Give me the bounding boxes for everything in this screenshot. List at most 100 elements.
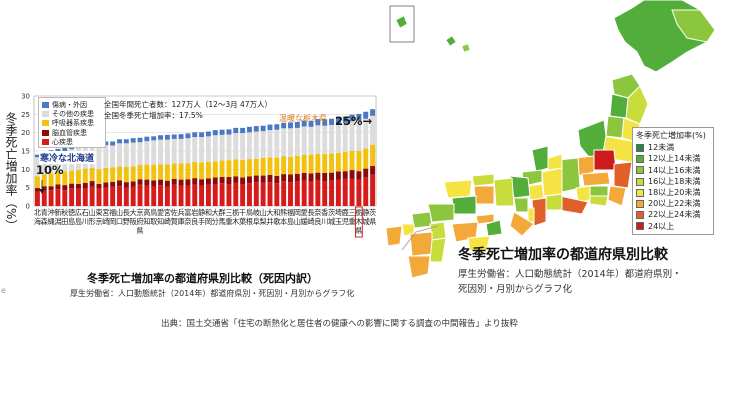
legend-label: 12未満 bbox=[648, 143, 675, 153]
y-tick-label: 25 bbox=[21, 111, 30, 119]
x-tick-label: 宮 bbox=[164, 208, 171, 217]
x-tick-label: 山 bbox=[260, 208, 267, 217]
bar-segment bbox=[301, 120, 307, 127]
bar-segment bbox=[363, 111, 369, 119]
bar-segment bbox=[363, 118, 369, 149]
bar-segment bbox=[246, 159, 252, 177]
info-national-rate: 全国冬季死亡増加率：17.5% bbox=[104, 111, 203, 120]
x-tick-label: 媛 bbox=[301, 217, 308, 226]
x-tick-label: 高 bbox=[143, 208, 150, 217]
x-tick-label: 和 bbox=[273, 208, 280, 217]
bar-segment bbox=[212, 184, 218, 206]
x-tick-label: 庫 bbox=[177, 217, 184, 226]
x-tick-label: 県 bbox=[369, 217, 376, 226]
annotation-25pct: 25%→ bbox=[335, 114, 373, 128]
map-legend-item: 12以上14未満 bbox=[636, 154, 710, 165]
bar-segment bbox=[185, 185, 191, 206]
legend-swatch bbox=[636, 155, 644, 164]
x-tick-label: 木 bbox=[355, 217, 362, 226]
bar-segment bbox=[363, 168, 369, 178]
bar-segment bbox=[212, 135, 218, 162]
bar-segment bbox=[199, 137, 205, 163]
x-tick-label: 知 bbox=[157, 217, 164, 226]
bar-segment bbox=[158, 139, 164, 165]
bar-segment bbox=[301, 180, 307, 206]
bar-segment bbox=[363, 148, 369, 169]
map-region-yamanashi bbox=[575, 185, 591, 203]
map-island bbox=[395, 15, 408, 29]
annotation-25pct-text: 25% bbox=[335, 114, 363, 128]
bar-segment bbox=[246, 183, 252, 206]
bar-segment bbox=[294, 155, 300, 174]
x-tick-label: 縄 bbox=[47, 217, 54, 226]
map-region-yamaguchi bbox=[427, 203, 455, 223]
y-tick-label: 0 bbox=[26, 203, 30, 211]
x-tick-label: 沖 bbox=[47, 208, 54, 217]
x-tick-label: 山 bbox=[116, 208, 123, 217]
bar-segment bbox=[69, 188, 75, 206]
bar-segment bbox=[144, 141, 150, 165]
bar-segment bbox=[288, 122, 293, 129]
bar-segment bbox=[34, 154, 40, 158]
bar-segment bbox=[219, 134, 225, 161]
bar-segment bbox=[288, 182, 293, 206]
x-tick-label: 井 bbox=[266, 217, 273, 226]
x-tick-label: 大 bbox=[130, 208, 137, 217]
bar-segment bbox=[212, 130, 218, 136]
bar-segment bbox=[294, 173, 300, 182]
chart-legend: 傷病・外因 その他の疾患 呼吸器系疾患 脳血管疾患 心疾患 bbox=[38, 97, 106, 148]
bar-segment bbox=[253, 126, 259, 132]
bar-segment bbox=[281, 181, 287, 206]
bar-segment bbox=[349, 151, 355, 171]
x-tick-label: 口 bbox=[116, 217, 123, 226]
x-tick-label: 賀 bbox=[171, 217, 178, 226]
bar-segment bbox=[329, 180, 335, 206]
map-island-box bbox=[389, 5, 415, 43]
map-region-hiroshima bbox=[451, 195, 477, 215]
bar-segment bbox=[69, 170, 75, 184]
bar-segment bbox=[260, 157, 266, 176]
bar-segment bbox=[219, 160, 225, 178]
bar-segment bbox=[370, 166, 376, 175]
x-tick-label: 海 bbox=[34, 217, 41, 226]
bar-segment bbox=[288, 128, 293, 157]
bar-segment bbox=[329, 172, 335, 181]
bar-segment bbox=[240, 184, 246, 206]
bar-segment bbox=[199, 162, 205, 180]
map-region-hyogo bbox=[493, 177, 515, 207]
bar-segment bbox=[205, 131, 211, 137]
map-island-amami bbox=[445, 35, 457, 47]
bar-segment bbox=[192, 178, 198, 184]
bar-segment bbox=[253, 182, 259, 206]
map-region-nara bbox=[527, 207, 535, 223]
legend-swatch bbox=[42, 120, 49, 127]
bar-segment bbox=[205, 178, 211, 185]
map-title: 冬季死亡増加率の都道府県別比較 bbox=[458, 247, 668, 263]
bar-segment bbox=[349, 114, 355, 122]
x-tick-suffix: 県 bbox=[355, 226, 362, 235]
bar-segment bbox=[260, 182, 266, 206]
bar-segment bbox=[123, 187, 129, 206]
bar-segment bbox=[308, 154, 314, 174]
bar-segment bbox=[96, 184, 102, 189]
bar-segment bbox=[89, 167, 95, 182]
bar-segment bbox=[349, 178, 355, 206]
legend-label: 傷病・外因 bbox=[52, 100, 87, 109]
bar-segment bbox=[246, 132, 252, 160]
bar-segment bbox=[342, 178, 348, 206]
map-region-shimane bbox=[443, 179, 473, 199]
x-tick-label: 本 bbox=[280, 217, 287, 226]
legend-item-injury: 傷病・外因 bbox=[42, 100, 102, 109]
bar-segment bbox=[185, 138, 191, 164]
bar-segment bbox=[335, 117, 341, 124]
bar-segment bbox=[219, 183, 225, 206]
bar-segment bbox=[123, 139, 129, 144]
bar-segment bbox=[117, 180, 122, 187]
x-tick-label: 馬 bbox=[218, 217, 225, 226]
x-tick-label: 山 bbox=[89, 208, 96, 217]
bar-segment bbox=[301, 126, 307, 155]
bar-segment bbox=[329, 124, 335, 154]
chart-title: 冬季死亡増加率の都道府県別比較（死因内訳） bbox=[87, 272, 318, 285]
bar-segment bbox=[164, 164, 170, 181]
bar-segment bbox=[82, 168, 88, 183]
